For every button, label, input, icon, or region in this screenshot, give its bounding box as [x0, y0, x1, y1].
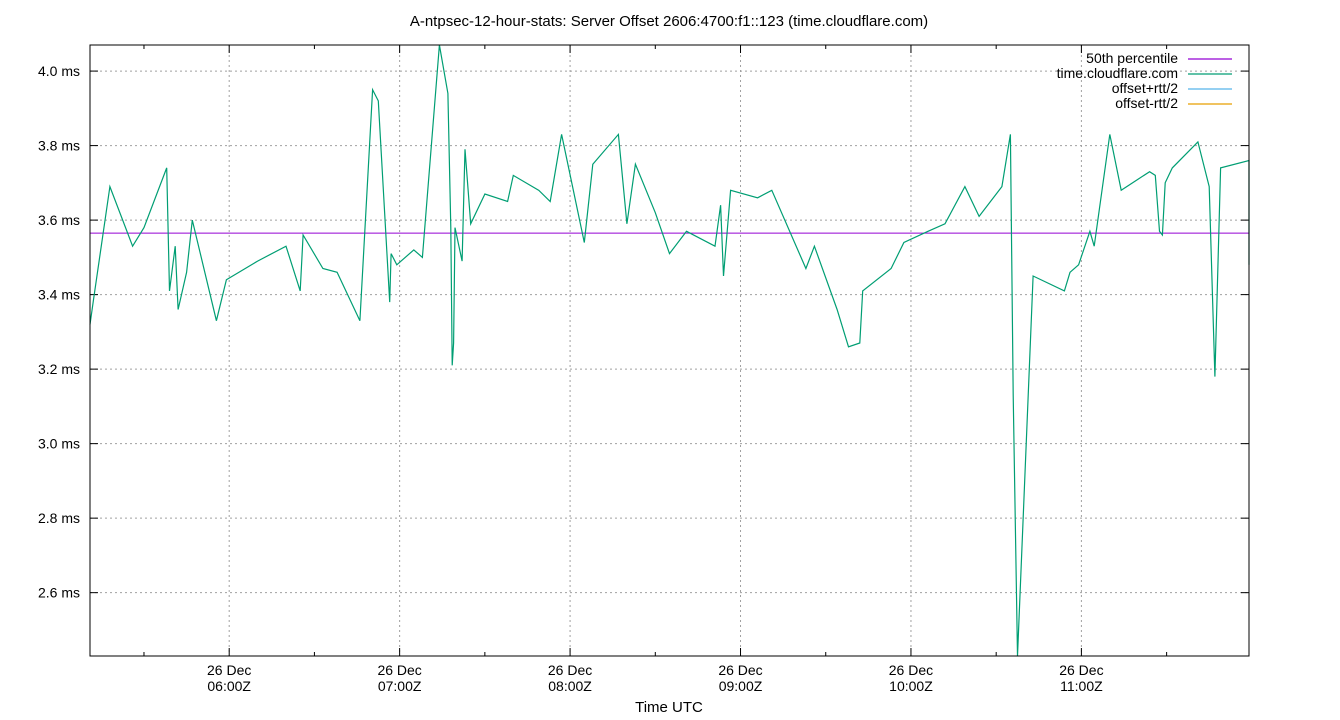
- y-tick-label: 4.0 ms: [38, 63, 80, 79]
- x-tick-label-time: 10:00Z: [889, 678, 933, 694]
- y-tick-label: 3.8 ms: [38, 138, 80, 154]
- x-tick-label-time: 09:00Z: [719, 678, 763, 694]
- x-tick-label-date: 26 Dec: [718, 662, 762, 678]
- x-tick-label-date: 26 Dec: [377, 662, 421, 678]
- y-tick-label: 3.2 ms: [38, 361, 80, 377]
- x-tick-label-time: 07:00Z: [378, 678, 422, 694]
- legend-label: 50th percentile: [1086, 50, 1178, 66]
- x-tick-label-date: 26 Dec: [1059, 662, 1103, 678]
- x-axis-label: Time UTC: [635, 699, 703, 716]
- y-tick-label: 3.4 ms: [38, 287, 80, 303]
- legend-label: offset+rtt/2: [1112, 80, 1178, 96]
- y-tick-label: 3.6 ms: [38, 212, 80, 228]
- x-tick-label-time: 06:00Z: [207, 678, 251, 694]
- chart-title: A-ntpsec-12-hour-stats: Server Offset 26…: [410, 13, 928, 30]
- x-tick-label-date: 26 Dec: [548, 662, 592, 678]
- legend: 50th percentiletime.cloudflare.comoffset…: [1057, 50, 1232, 111]
- x-tick-label-date: 26 Dec: [889, 662, 933, 678]
- legend-label: offset-rtt/2: [1115, 95, 1178, 111]
- series-line-time-cloudflare: [89, 44, 1250, 657]
- grid: [90, 45, 1249, 656]
- x-tick-label-time: 08:00Z: [548, 678, 592, 694]
- legend-label: time.cloudflare.com: [1057, 65, 1178, 81]
- plot-frame: [89, 44, 1250, 657]
- y-tick-label: 3.0 ms: [38, 436, 80, 452]
- y-tick-label: 2.8 ms: [38, 510, 80, 526]
- x-tick-label-time: 11:00Z: [1060, 678, 1103, 694]
- tick-labels: 2.6 ms 2.8 ms 3.0 ms 3.2 ms 3.4 ms 3.6 ms 3.8 …: [38, 63, 1104, 694]
- x-tick-label-date: 26 Dec: [207, 662, 251, 678]
- y-tick-label: 2.6 ms: [38, 585, 80, 601]
- tick-marks: [90, 45, 1249, 656]
